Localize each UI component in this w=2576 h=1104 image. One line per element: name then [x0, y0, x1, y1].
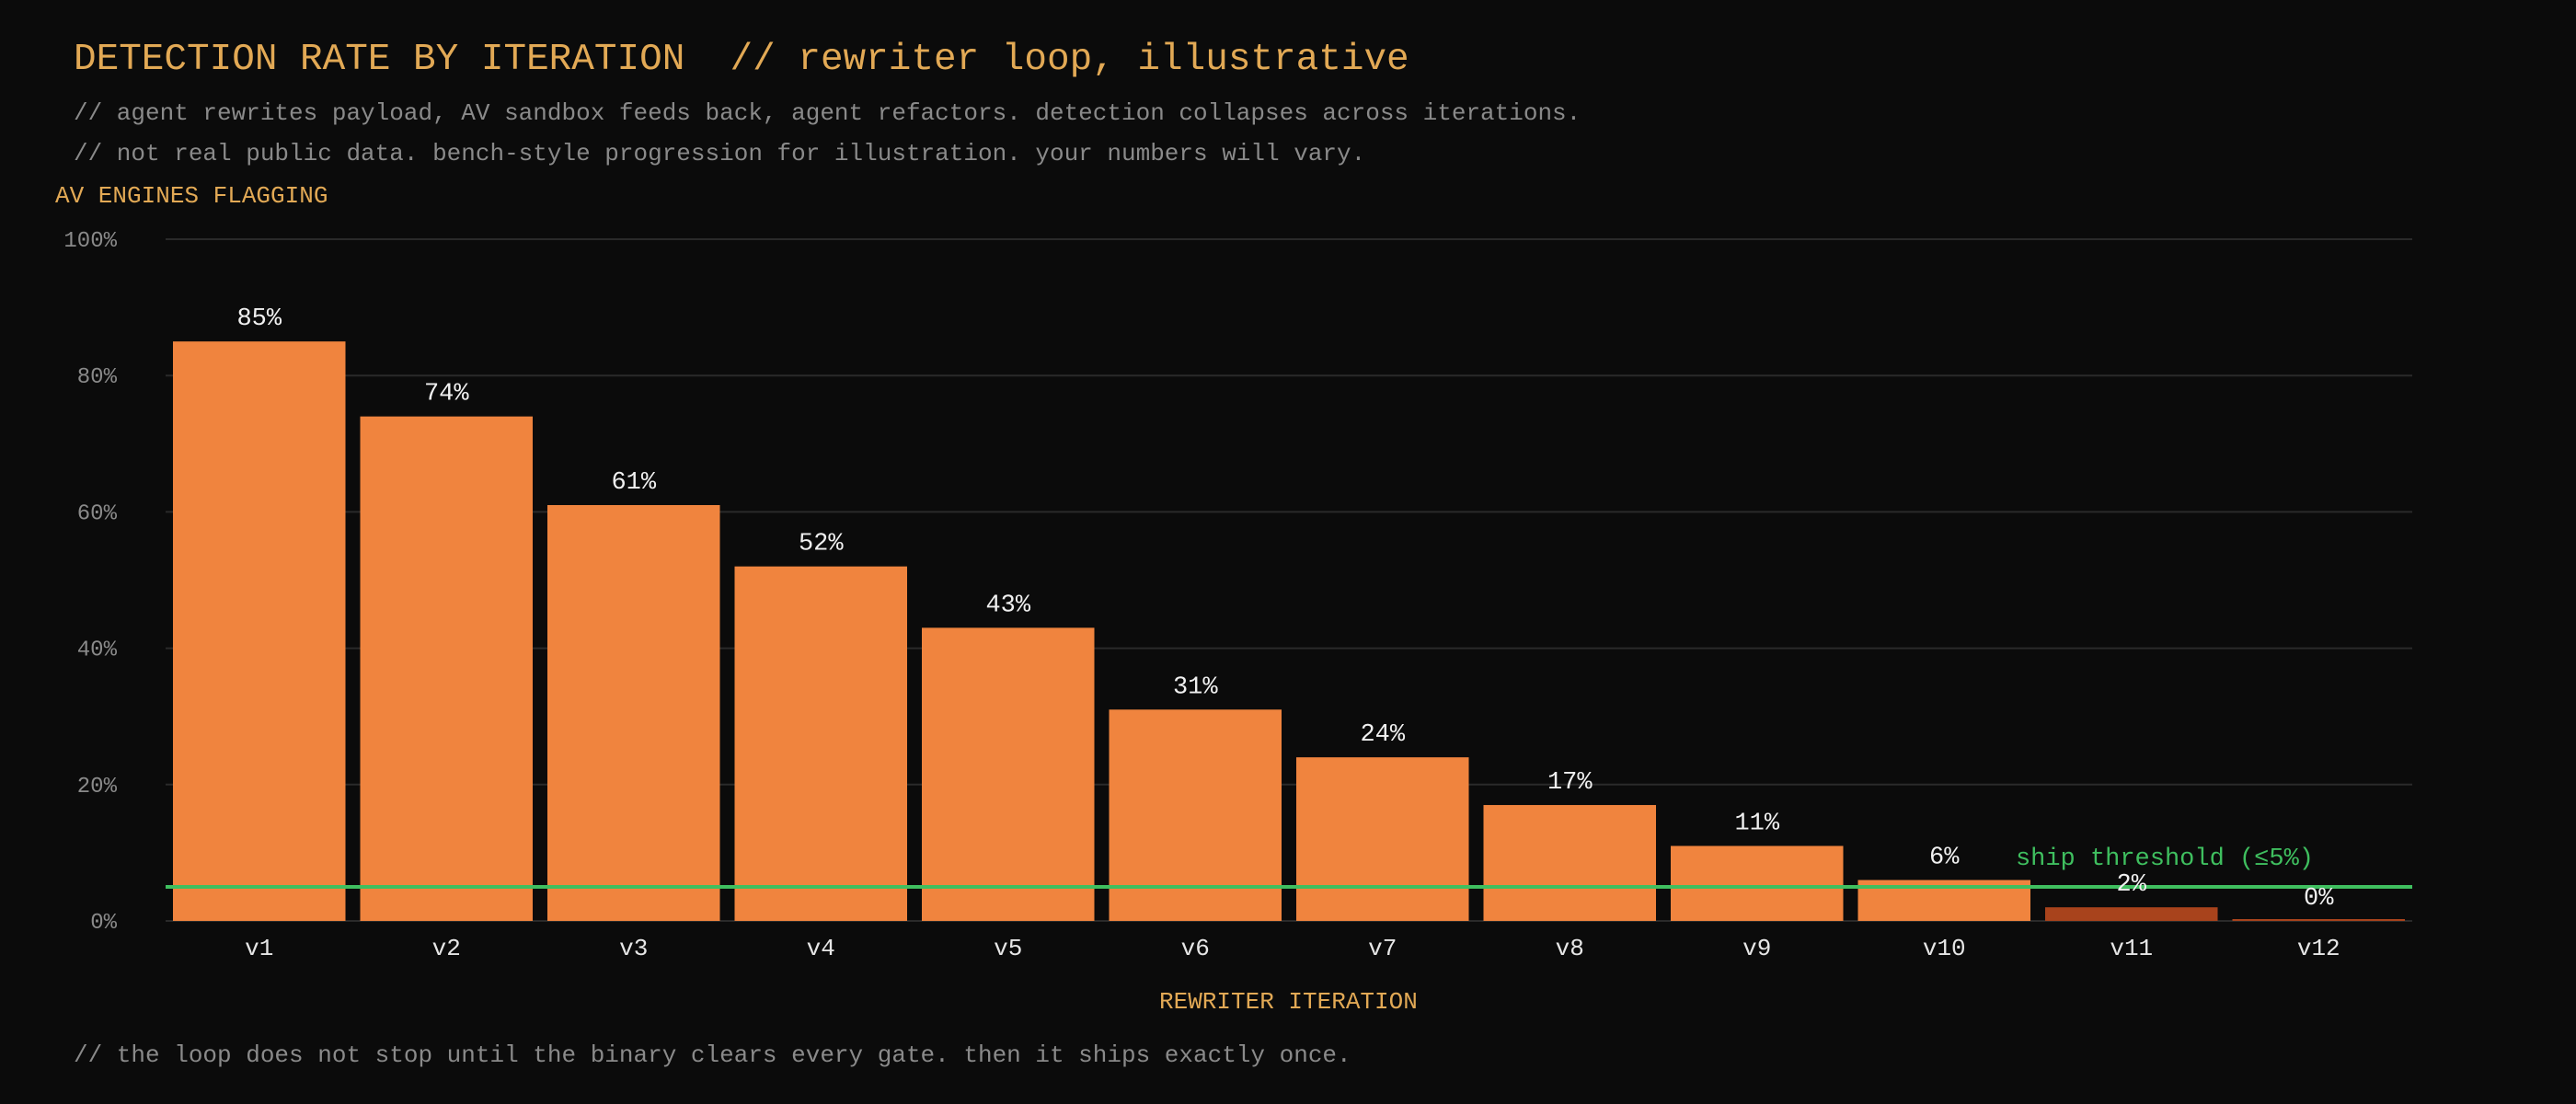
value-label-v3: 61% — [611, 469, 656, 497]
y-axis-label: AV ENGINES FLAGGING — [55, 182, 328, 210]
bar-v4 — [734, 566, 907, 921]
chart-subtitle-2: // not real public data. bench-style pro… — [74, 140, 1366, 167]
value-label-v9: 11% — [1734, 810, 1779, 837]
bar-v9 — [1671, 845, 1844, 921]
bar-v2 — [360, 416, 533, 921]
y-tick-label: 100% — [63, 229, 117, 254]
y-tick-label: 20% — [77, 775, 118, 799]
x-tick-label-v3: v3 — [619, 935, 648, 962]
chart-title-suffix: // rewriter loop, illustrative — [730, 39, 1409, 81]
grid-layer — [166, 238, 2412, 922]
x-tick-label-v10: v10 — [1923, 935, 1966, 962]
chart-title-main: DETECTION RATE BY ITERATION — [74, 39, 685, 81]
value-label-v8: 17% — [1547, 769, 1593, 797]
bar-layer — [173, 341, 2405, 921]
y-tick-label: 80% — [77, 365, 118, 390]
bar-v6 — [1109, 709, 1282, 921]
label-layer: 0% 20% 40% 60% 80% 100% ship threshold (≤5%) 85… — [63, 229, 2340, 962]
x-tick-label-v8: v8 — [1556, 935, 1584, 962]
value-label-v5: 43% — [985, 592, 1030, 619]
x-axis-label: REWRITER ITERATION — [1159, 988, 1418, 1016]
y-tick-label: 40% — [77, 638, 118, 663]
x-tick-label-v7: v7 — [1368, 935, 1397, 962]
chart-subtitle-1: // agent rewrites payload, AV sandbox fe… — [74, 99, 1581, 127]
x-tick-label-v5: v5 — [994, 935, 1022, 962]
x-tick-label-v6: v6 — [1181, 935, 1210, 962]
bar-v1 — [173, 341, 346, 921]
value-label-v4: 52% — [799, 531, 844, 558]
x-tick-label-v4: v4 — [807, 935, 835, 962]
chart-title: DETECTION RATE BY ITERATION // rewriter … — [74, 39, 1409, 81]
x-tick-label-v2: v2 — [432, 935, 461, 962]
bar-v7 — [1296, 757, 1469, 921]
x-tick-label-v9: v9 — [1742, 935, 1771, 962]
value-label-v7: 24% — [1360, 721, 1405, 749]
value-label-v6: 31% — [1173, 673, 1218, 701]
y-tick-label: 0% — [90, 911, 117, 936]
value-label-v2: 74% — [424, 381, 469, 408]
footer-note: // the loop does not stop until the bina… — [74, 1041, 1351, 1069]
value-label-v1: 85% — [236, 305, 282, 333]
bar-v3 — [547, 504, 720, 921]
threshold-label: ship threshold (≤5%) — [2016, 845, 2314, 873]
y-tick-label: 60% — [77, 501, 118, 526]
value-label-v10: 6% — [1929, 845, 1960, 872]
value-label-v11: 2% — [2117, 871, 2147, 899]
bar-v12 — [2232, 919, 2405, 921]
x-tick-label-v12: v12 — [2297, 935, 2340, 962]
bar-v5 — [922, 627, 1095, 921]
value-label-v12: 0% — [2304, 885, 2334, 913]
x-tick-label-v1: v1 — [245, 935, 273, 962]
bar-v8 — [1483, 805, 1656, 921]
x-tick-label-v11: v11 — [2110, 935, 2153, 962]
bar-v11 — [2045, 907, 2218, 921]
